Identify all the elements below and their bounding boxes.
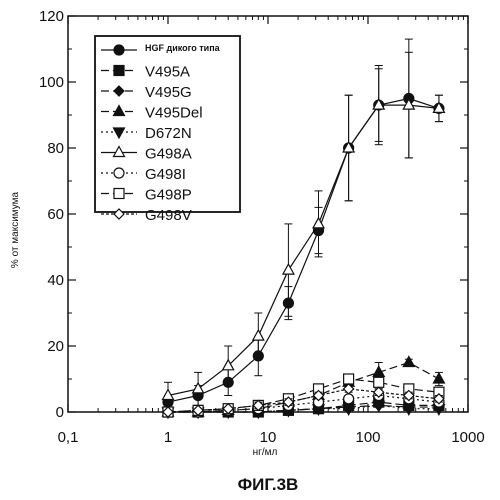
- legend-marker: [114, 168, 124, 178]
- data-point: [403, 357, 414, 367]
- y-tick-label: 60: [47, 206, 64, 223]
- data-point: [433, 373, 444, 383]
- legend: HGF дикого типа V495A V495G V495Del D672N G49…: [95, 36, 240, 224]
- legend-marker: [114, 45, 124, 55]
- x-tick-label: 10: [260, 429, 277, 446]
- y-tick-label: 40: [47, 272, 64, 289]
- legend-label: D672N: [145, 125, 192, 142]
- legend-label: G498V: [145, 207, 192, 224]
- legend-label: V495A: [145, 64, 190, 81]
- y-tick-label: 120: [39, 8, 64, 25]
- data-point: [193, 383, 204, 393]
- legend-label: G498A: [145, 146, 192, 163]
- legend-label: G498I: [145, 166, 186, 183]
- legend-label: G498P: [145, 187, 192, 204]
- y-axis-label: % от максимума: [10, 191, 21, 268]
- legend-marker: [114, 189, 124, 199]
- y-tick-label: 80: [47, 140, 64, 157]
- y-tick-label: 0: [56, 404, 64, 421]
- data-point: [253, 330, 264, 340]
- figure-caption: ФИГ.3В: [238, 475, 299, 494]
- series-v495g: [163, 400, 444, 417]
- series-g498i: [163, 389, 444, 417]
- data-point: [344, 374, 354, 384]
- x-tick-label: 100: [355, 429, 380, 446]
- data-point: [283, 264, 294, 274]
- y-tick-label: 20: [47, 338, 64, 355]
- x-axis-label: нг/мл: [253, 447, 278, 458]
- data-point: [374, 377, 384, 387]
- x-tick-label: 1: [164, 429, 172, 446]
- x-tick-label: 1000: [451, 429, 484, 446]
- y-tick-label: 100: [39, 74, 64, 91]
- legend-label: V495Del: [145, 105, 203, 122]
- data-point: [344, 394, 354, 404]
- x-tick-label: 0,1: [58, 429, 79, 446]
- legend-label: HGF дикого типа: [145, 43, 221, 53]
- legend-label: V495G: [145, 84, 192, 101]
- legend-marker: [114, 66, 124, 76]
